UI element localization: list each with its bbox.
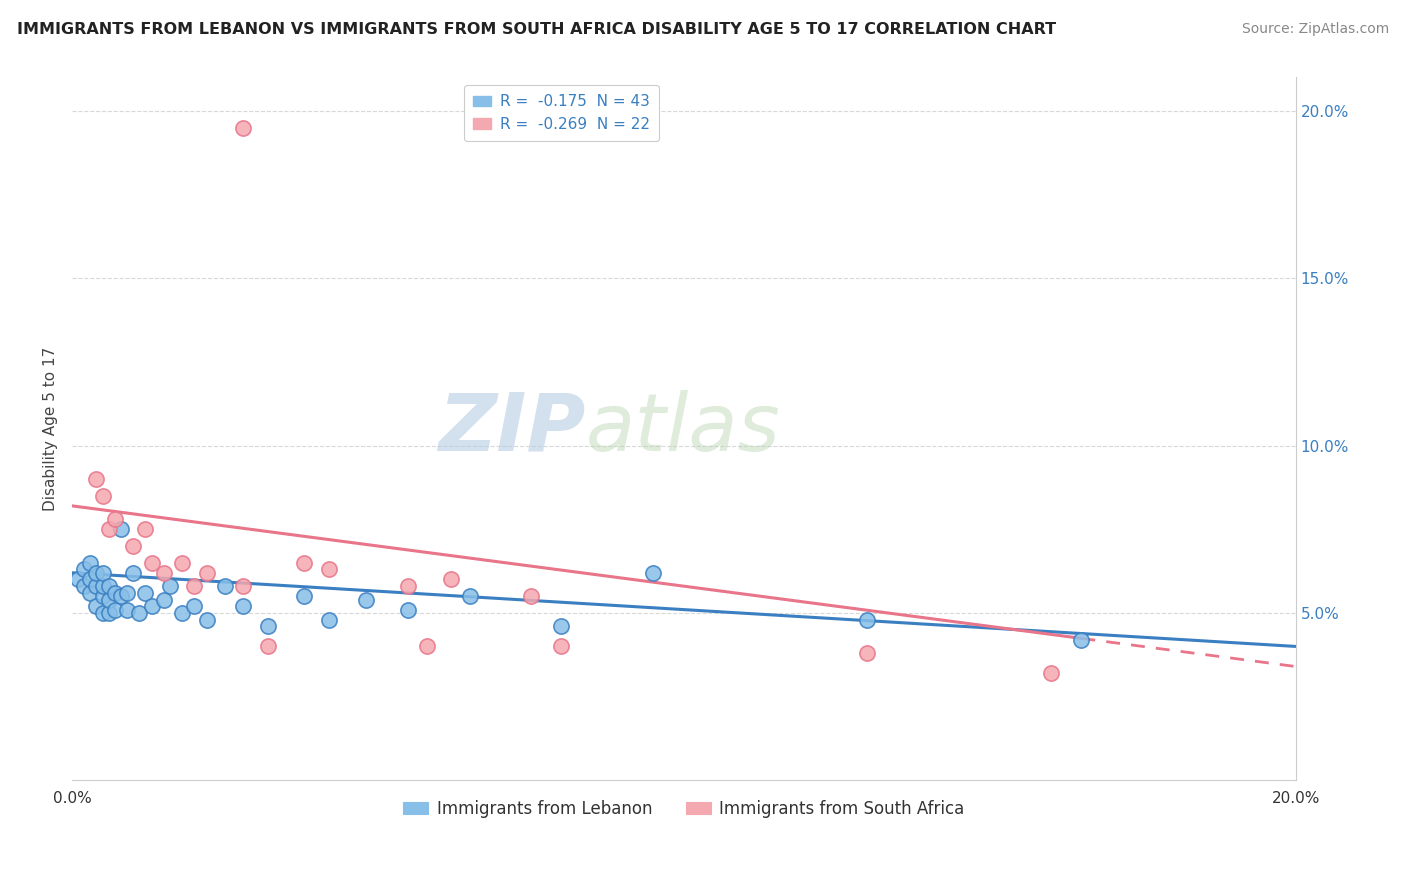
Text: Source: ZipAtlas.com: Source: ZipAtlas.com — [1241, 22, 1389, 37]
Point — [294, 556, 316, 570]
Point — [1039, 666, 1062, 681]
Text: IMMIGRANTS FROM LEBANON VS IMMIGRANTS FROM SOUTH AFRICA DISABILITY AGE 5 TO 17 C: IMMIGRANTS FROM LEBANON VS IMMIGRANTS FR… — [17, 22, 1056, 37]
Point — [520, 589, 543, 603]
Point — [86, 472, 108, 486]
Point — [97, 579, 120, 593]
Point — [398, 579, 420, 593]
Point — [256, 640, 278, 654]
Point — [172, 556, 194, 570]
Point — [91, 606, 114, 620]
Point — [416, 640, 439, 654]
Point — [97, 592, 120, 607]
Point — [856, 613, 879, 627]
Point — [294, 589, 316, 603]
Point — [440, 573, 463, 587]
Point — [104, 512, 127, 526]
Text: atlas: atlas — [586, 390, 780, 468]
Point — [550, 619, 572, 633]
Point — [115, 602, 138, 616]
Point — [91, 589, 114, 603]
Point — [134, 586, 156, 600]
Point — [79, 556, 101, 570]
Point — [232, 579, 254, 593]
Point — [110, 522, 132, 536]
Point — [195, 613, 218, 627]
Point — [122, 566, 145, 580]
Point — [643, 566, 665, 580]
Point — [86, 599, 108, 614]
Point — [318, 562, 340, 576]
Point — [159, 579, 181, 593]
Point — [73, 579, 96, 593]
Point — [91, 566, 114, 580]
Text: ZIP: ZIP — [439, 390, 586, 468]
Point — [128, 606, 150, 620]
Point — [91, 579, 114, 593]
Point — [1070, 632, 1092, 647]
Point — [91, 489, 114, 503]
Point — [79, 586, 101, 600]
Point — [104, 586, 127, 600]
Point — [195, 566, 218, 580]
Point — [458, 589, 481, 603]
Point — [104, 602, 127, 616]
Point — [141, 599, 163, 614]
Point — [152, 566, 174, 580]
Legend: Immigrants from Lebanon, Immigrants from South Africa: Immigrants from Lebanon, Immigrants from… — [396, 793, 970, 825]
Point — [318, 613, 340, 627]
Point — [67, 573, 90, 587]
Point — [86, 579, 108, 593]
Point — [97, 522, 120, 536]
Point — [110, 589, 132, 603]
Point — [183, 579, 205, 593]
Point — [856, 646, 879, 660]
Point — [172, 606, 194, 620]
Point — [141, 556, 163, 570]
Point — [134, 522, 156, 536]
Point — [86, 566, 108, 580]
Point — [183, 599, 205, 614]
Point — [97, 606, 120, 620]
Point — [550, 640, 572, 654]
Point — [232, 120, 254, 135]
Point — [115, 586, 138, 600]
Point — [152, 592, 174, 607]
Point — [73, 562, 96, 576]
Point — [256, 619, 278, 633]
Point — [232, 599, 254, 614]
Point — [354, 592, 377, 607]
Point — [214, 579, 236, 593]
Y-axis label: Disability Age 5 to 17: Disability Age 5 to 17 — [44, 347, 58, 511]
Point — [79, 573, 101, 587]
Point — [122, 539, 145, 553]
Point — [398, 602, 420, 616]
